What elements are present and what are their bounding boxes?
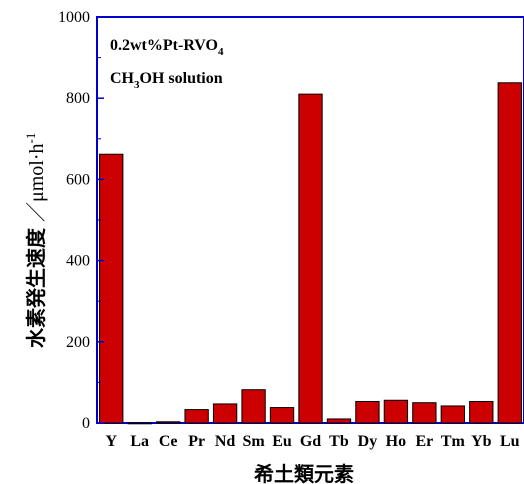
- bars-group: [99, 82, 522, 425]
- annotation-catalyst: 0.2wt%Pt-RVO4: [110, 37, 224, 58]
- x-tick-label-y: Y: [105, 433, 117, 450]
- x-tick-labels-group: Y La Ce Pr Nd Sm Eu Gd Tb Dy Ho Er Tm Yb Lu: [105, 433, 519, 450]
- bar-nd: [212, 403, 238, 424]
- x-tick-label-tb: Tb: [329, 433, 349, 450]
- y-ticks-group: 0 200 400 600 800 1000: [58, 9, 104, 432]
- x-tick-label-yb: Yb: [471, 433, 492, 450]
- x-tick-label-dy: Dy: [358, 433, 378, 450]
- bar-ho: [383, 399, 409, 424]
- bar-yb: [469, 400, 494, 424]
- y-tick-label-200: 200: [66, 334, 90, 351]
- bar-pr: [184, 409, 209, 424]
- bar-tb: [326, 418, 352, 424]
- y-axis-label: 水素発生速度 ／μmol·h-1: [23, 133, 48, 348]
- x-tick-label-ce: Ce: [159, 433, 178, 450]
- bar-eu: [269, 407, 295, 424]
- bar-ce: [156, 421, 181, 424]
- y-axis-label-unit: ／μmol·h-1: [23, 133, 48, 222]
- bar-dy: [355, 400, 380, 424]
- bar-lu: [497, 82, 522, 424]
- x-tick-label-la: La: [130, 433, 149, 450]
- y-tick-label-400: 400: [66, 253, 90, 270]
- y-tick-label-600: 600: [66, 171, 90, 188]
- x-tick-label-er: Er: [415, 433, 433, 450]
- x-tick-label-eu: Eu: [272, 433, 292, 450]
- annotation-solution: CH3OH solution: [110, 70, 223, 91]
- bar-la: [127, 422, 152, 425]
- y-tick-label-0: 0: [82, 415, 90, 432]
- y-tick-label-1000: 1000: [58, 9, 90, 26]
- x-tick-label-sm: Sm: [242, 433, 265, 450]
- x-tick-label-gd: Gd: [300, 433, 321, 450]
- x-tick-label-pr: Pr: [188, 433, 205, 450]
- y-tick-label-800: 800: [66, 90, 90, 107]
- x-tick-label-ho: Ho: [386, 433, 406, 450]
- y-axis-label-main: 水素発生速度: [24, 227, 48, 348]
- bar-sm: [241, 389, 266, 424]
- bar-er: [412, 402, 437, 424]
- x-tick-label-nd: Nd: [215, 433, 236, 450]
- x-tick-label-lu: Lu: [500, 433, 520, 450]
- bar-gd: [298, 93, 323, 424]
- bar-tm: [440, 405, 466, 424]
- x-tick-label-tm: Tm: [441, 433, 466, 450]
- bar-y: [99, 153, 124, 424]
- x-axis-label: 希土類元素: [254, 462, 354, 484]
